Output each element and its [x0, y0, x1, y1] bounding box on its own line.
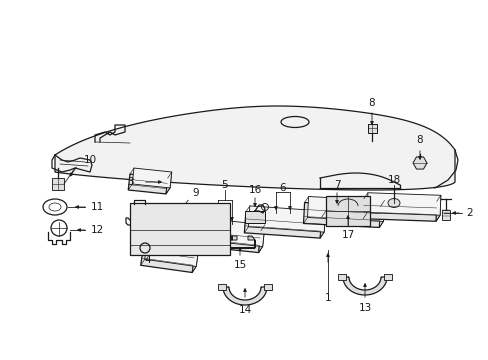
Polygon shape	[412, 157, 426, 169]
Text: 13: 13	[358, 303, 371, 313]
Text: 10: 10	[83, 155, 96, 165]
Polygon shape	[192, 245, 199, 273]
Polygon shape	[224, 236, 237, 248]
Polygon shape	[55, 106, 454, 190]
Polygon shape	[264, 284, 271, 290]
Text: 5: 5	[221, 180, 228, 190]
Polygon shape	[435, 195, 440, 221]
Polygon shape	[166, 172, 171, 194]
Polygon shape	[379, 201, 384, 228]
Polygon shape	[193, 217, 264, 247]
Polygon shape	[303, 203, 380, 228]
Polygon shape	[307, 197, 384, 221]
Bar	[244, 211, 264, 223]
Text: 1: 1	[324, 293, 331, 303]
Polygon shape	[132, 168, 171, 188]
Polygon shape	[320, 211, 325, 238]
Text: 12: 12	[90, 225, 103, 235]
Text: 8: 8	[416, 135, 423, 145]
Polygon shape	[258, 225, 264, 253]
Polygon shape	[342, 277, 386, 295]
Bar	[130, 203, 229, 255]
Text: 3: 3	[126, 177, 133, 187]
Text: 14: 14	[238, 305, 251, 315]
Polygon shape	[337, 274, 346, 280]
Text: 16: 16	[248, 185, 261, 195]
Bar	[367, 123, 376, 132]
Polygon shape	[224, 236, 254, 248]
Polygon shape	[223, 287, 266, 305]
Polygon shape	[366, 193, 440, 215]
Bar	[441, 210, 449, 220]
Ellipse shape	[387, 198, 399, 207]
Text: 4: 4	[144, 255, 151, 265]
Polygon shape	[363, 199, 436, 221]
Polygon shape	[141, 243, 195, 273]
Text: 15: 15	[233, 260, 246, 270]
Polygon shape	[218, 284, 225, 290]
Text: 6: 6	[279, 183, 286, 193]
Bar	[52, 178, 64, 190]
Bar	[325, 196, 369, 226]
Text: 7: 7	[333, 180, 340, 190]
Polygon shape	[128, 174, 167, 194]
Text: 2: 2	[466, 208, 472, 218]
Text: 8: 8	[368, 98, 375, 108]
Text: 11: 11	[90, 202, 103, 212]
Text: 18: 18	[386, 175, 400, 185]
Polygon shape	[144, 238, 199, 266]
Polygon shape	[244, 212, 321, 238]
Polygon shape	[189, 224, 261, 253]
Polygon shape	[248, 206, 325, 232]
Text: 9: 9	[192, 188, 199, 198]
Polygon shape	[383, 274, 391, 280]
Text: 17: 17	[341, 230, 354, 240]
